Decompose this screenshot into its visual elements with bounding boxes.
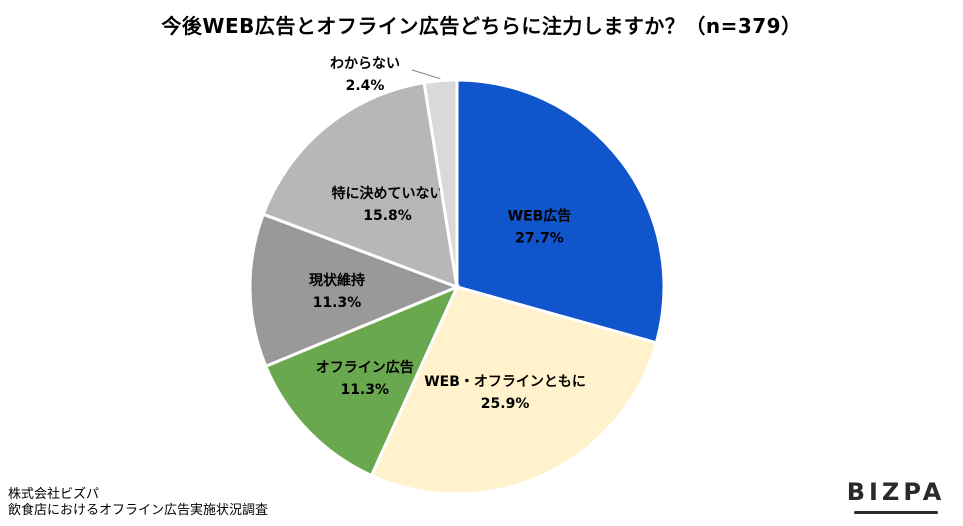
- logo-underline: [854, 511, 938, 514]
- chart-title: 今後WEB広告とオフライン広告どちらに注力しますか？（n=379）: [161, 14, 802, 38]
- pie-slice-offline: [263, 284, 460, 478]
- source-company: 株式会社ビズパ: [8, 487, 100, 502]
- logo-text: BIZPA: [846, 478, 946, 506]
- source-note: 株式会社ビズパ 飲食店におけるオフライン広告実施状況調査: [8, 487, 268, 519]
- pie-slice-status-quo: [248, 212, 462, 369]
- slice-value-both: 25.9%: [481, 396, 530, 412]
- slice-label-offline: オフライン広告: [316, 359, 414, 376]
- slice-value-undecided: 15.8%: [363, 208, 412, 224]
- slice-label-unknown: わからない: [330, 56, 400, 72]
- source-survey: 飲食店におけるオフライン広告実施状況調査: [8, 503, 269, 518]
- bizpa-logo: BIZPA: [846, 478, 946, 518]
- leader-line-unknown: [411, 69, 441, 80]
- slice-value-unknown: 2.4%: [346, 78, 385, 94]
- slice-label-undecided: 特に決めていない: [332, 185, 444, 202]
- pie-slice-unknown: [422, 78, 459, 288]
- slice-label-both: WEB・オフラインともに: [424, 374, 586, 390]
- slice-value-offline: 11.3%: [340, 382, 389, 398]
- slice-label-web: WEB広告: [508, 207, 572, 224]
- pie-slice-web: [455, 78, 666, 345]
- pie-slice-both: [369, 285, 659, 496]
- pie-slice-undecided: [261, 80, 459, 290]
- slice-value-web: 27.7%: [515, 230, 564, 246]
- slice-value-status-quo: 11.3%: [313, 295, 362, 311]
- slice-label-status-quo: 現状維持: [309, 272, 365, 289]
